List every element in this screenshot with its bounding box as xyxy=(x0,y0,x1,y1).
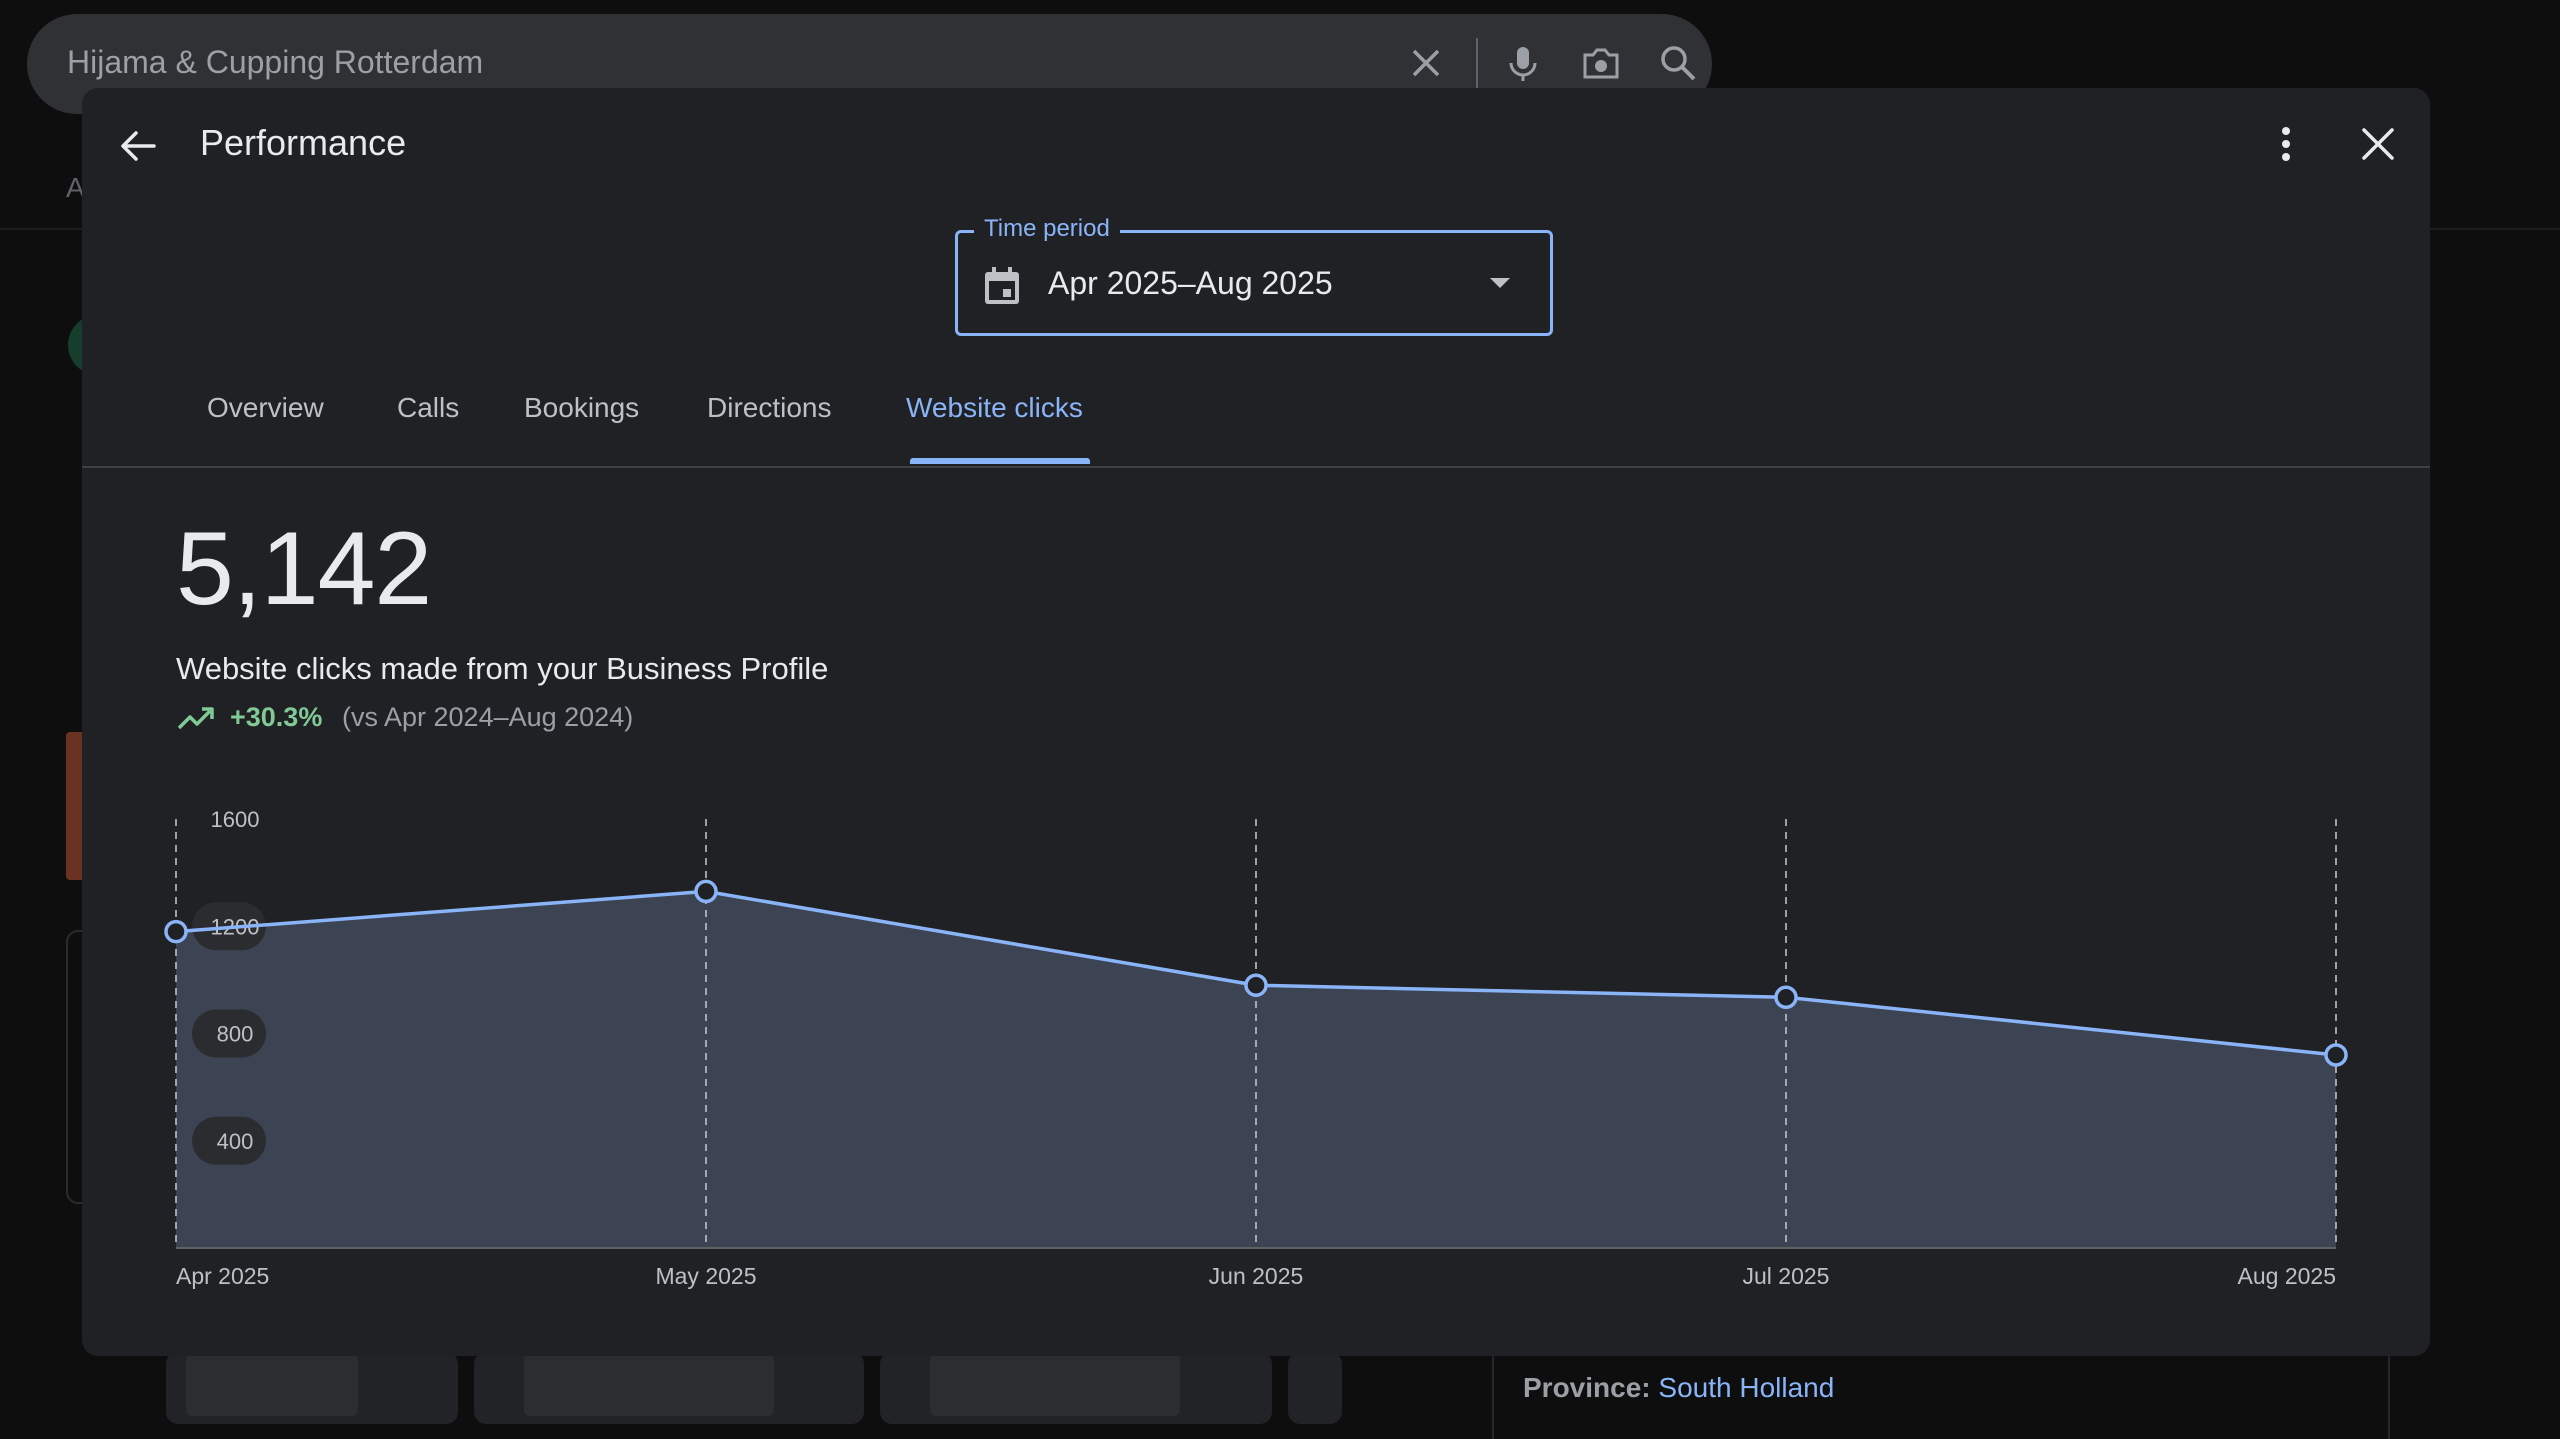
search-query[interactable]: Hijama & Cupping Rotterdam xyxy=(67,44,484,80)
x-tick-label: Jul 2025 xyxy=(1743,1263,1830,1289)
x-tick-label: Jun 2025 xyxy=(1209,1263,1304,1289)
photo-thumbnail[interactable] xyxy=(880,1352,1272,1424)
metric-value: 5,142 xyxy=(176,511,432,627)
y-tick-label: 1600 xyxy=(211,807,260,832)
tab-calls[interactable]: Calls xyxy=(397,392,460,423)
trend-change: +30.3% xyxy=(230,702,323,732)
province-row: Province: South Holland xyxy=(1523,1372,1834,1404)
background-text: A xyxy=(66,172,85,203)
time-period-value: Apr 2025–Aug 2025 xyxy=(1048,265,1333,301)
x-tick-label: May 2025 xyxy=(655,1263,756,1289)
camera-search-icon[interactable] xyxy=(1577,39,1625,87)
data-point xyxy=(2324,1043,2348,1067)
more-vert-icon[interactable] xyxy=(2260,118,2312,170)
trend-comparison: (vs Apr 2024–Aug 2024) xyxy=(342,702,634,732)
dropdown-arrow-icon xyxy=(1490,278,1510,288)
time-period-select[interactable]: Time period Apr 2025–Aug 2025 xyxy=(955,215,1553,336)
dialog-title: Performance xyxy=(200,122,407,163)
tab-overview[interactable]: Overview xyxy=(207,392,324,423)
search-icon[interactable] xyxy=(1654,39,1702,87)
mic-icon[interactable] xyxy=(1499,39,1547,87)
divider xyxy=(1476,38,1478,92)
data-point xyxy=(1244,973,1268,997)
info-panel xyxy=(1492,1352,2390,1439)
background-image xyxy=(66,732,86,880)
data-point xyxy=(164,919,188,944)
calendar-icon xyxy=(985,267,1019,304)
province-link[interactable]: South Holland xyxy=(1658,1372,1835,1403)
province-label: Province: xyxy=(1523,1372,1651,1403)
back-arrow-icon[interactable] xyxy=(112,120,164,172)
photo-thumbnail[interactable] xyxy=(166,1352,458,1424)
performance-dialog: Performance Time period Apr 2025–Aug 202… xyxy=(82,88,2430,1356)
data-point xyxy=(1774,985,1798,1010)
clear-icon[interactable] xyxy=(1402,39,1450,87)
close-icon[interactable] xyxy=(2352,118,2404,170)
metric-description: Website clicks made from your Business P… xyxy=(176,651,829,686)
photo-thumbnail[interactable] xyxy=(1288,1352,1342,1424)
x-tick-label: Apr 2025 xyxy=(176,1263,269,1289)
y-tick-pill xyxy=(192,1116,266,1165)
tab-bookings[interactable]: Bookings xyxy=(524,392,640,423)
trending-up-icon xyxy=(177,707,214,730)
y-tick-label: 800 xyxy=(217,1022,254,1047)
active-tab-indicator xyxy=(910,458,1090,464)
tab-website-clicks[interactable]: Website clicks xyxy=(906,392,1083,423)
data-point xyxy=(694,879,718,904)
y-tick-label: 400 xyxy=(217,1129,254,1154)
photo-thumbnail[interactable] xyxy=(474,1352,864,1424)
tab-directions[interactable]: Directions xyxy=(707,392,832,423)
x-tick-label: Aug 2025 xyxy=(2238,1263,2336,1289)
y-tick-pill xyxy=(192,1009,266,1058)
tab-bar: Overview Calls Bookings Directions Websi… xyxy=(82,388,2430,468)
time-period-label: Time period xyxy=(974,215,1120,243)
